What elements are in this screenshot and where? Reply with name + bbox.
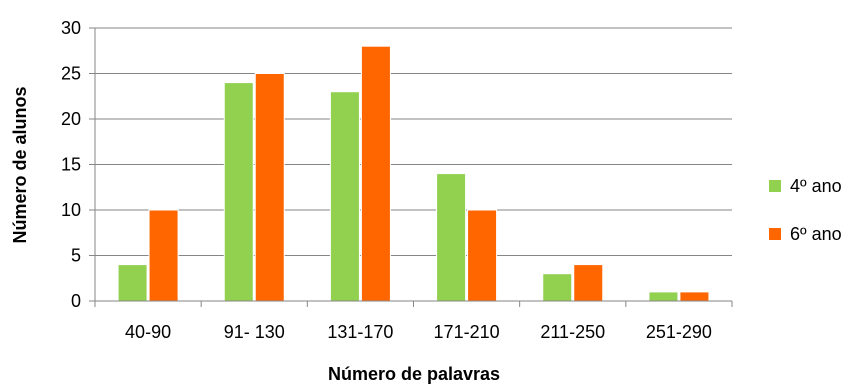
bar-series-1 xyxy=(329,91,360,302)
bar-series-1 xyxy=(117,264,148,302)
y-tick-label: 15 xyxy=(61,155,81,175)
bar-series-1 xyxy=(542,273,573,302)
legend-label: 6º ano xyxy=(790,224,842,244)
y-tick-label: 10 xyxy=(61,200,81,220)
x-axis-title: Número de palavras xyxy=(328,364,500,384)
y-tick-label: 5 xyxy=(71,246,81,266)
y-tick-labels: 0 5 10 15 20 25 30 xyxy=(61,18,81,311)
bar-series-1 xyxy=(223,82,254,302)
gridlines xyxy=(95,27,732,256)
legend-label: 4º ano xyxy=(790,176,842,196)
legend-swatch xyxy=(769,228,781,240)
y-tick-label: 20 xyxy=(61,109,81,129)
x-tick-label: 251-290 xyxy=(646,322,712,342)
legend: 4º ano 6º ano xyxy=(769,176,842,244)
x-tick-labels: 40-90 91- 130 131-170 171-210 211-250 251-290 xyxy=(125,322,712,342)
y-tick-label: 0 xyxy=(71,291,81,311)
x-tick-label: 40-90 xyxy=(125,322,171,342)
bar-series-1 xyxy=(436,173,467,302)
bars xyxy=(117,45,710,302)
x-tick-label: 91- 130 xyxy=(224,322,285,342)
axes xyxy=(89,27,733,307)
bar-series-2 xyxy=(254,73,285,302)
legend-swatch xyxy=(769,180,781,192)
bar-series-2 xyxy=(679,291,710,302)
x-tick-label: 171-210 xyxy=(434,322,500,342)
bar-series-2 xyxy=(467,209,498,302)
bar-series-1 xyxy=(648,291,679,302)
bar-series-2 xyxy=(573,264,604,302)
x-tick-label: 131-170 xyxy=(327,322,393,342)
y-tick-label: 25 xyxy=(61,64,81,84)
y-tick-label: 30 xyxy=(61,18,81,38)
y-axis-title: Número de alunos xyxy=(10,86,30,243)
bar-series-2 xyxy=(360,45,391,302)
bar-series-2 xyxy=(148,209,179,302)
x-tick-label: 211-250 xyxy=(540,322,605,342)
